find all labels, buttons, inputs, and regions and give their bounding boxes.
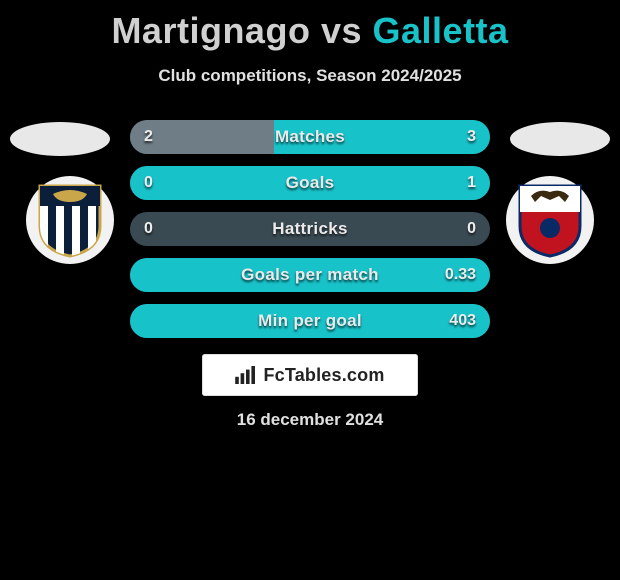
crest-left-disc bbox=[26, 176, 114, 264]
stat-value-left: 0 bbox=[144, 220, 153, 238]
stat-row-goals: 0 Goals 1 bbox=[130, 166, 490, 200]
title-vs: vs bbox=[321, 10, 362, 51]
bar-chart-icon bbox=[235, 366, 257, 384]
stats-container: 2 Matches 3 0 Goals 1 0 Hattricks 0 Goal… bbox=[130, 120, 490, 350]
stat-label: Goals per match bbox=[241, 265, 379, 285]
brand-text: FcTables.com bbox=[263, 365, 384, 386]
stat-value-right: 1 bbox=[467, 174, 476, 192]
title-player1: Martignago bbox=[111, 10, 310, 51]
crest-right-disc bbox=[506, 176, 594, 264]
stat-value-right: 0 bbox=[467, 220, 476, 238]
avatar-left-placeholder bbox=[10, 122, 110, 156]
avatar-right-placeholder bbox=[510, 122, 610, 156]
stat-value-right: 3 bbox=[467, 128, 476, 146]
crest-left-icon bbox=[35, 182, 105, 258]
date: 16 december 2024 bbox=[0, 410, 620, 430]
stat-label: Min per goal bbox=[258, 311, 362, 331]
stat-label: Goals bbox=[286, 173, 335, 193]
crest-left-wrap bbox=[20, 176, 120, 264]
stat-value-left: 2 bbox=[144, 128, 153, 146]
crest-right-icon bbox=[515, 182, 585, 258]
stat-row-goals-per-match: Goals per match 0.33 bbox=[130, 258, 490, 292]
stat-value-right: 403 bbox=[449, 312, 476, 330]
stat-label: Hattricks bbox=[272, 219, 347, 239]
stat-row-matches: 2 Matches 3 bbox=[130, 120, 490, 154]
brand-box: FcTables.com bbox=[202, 354, 418, 396]
title-player2: Galletta bbox=[373, 10, 509, 51]
stat-row-hattricks: 0 Hattricks 0 bbox=[130, 212, 490, 246]
page-title: Martignago vs Galletta bbox=[0, 0, 620, 52]
stat-row-min-per-goal: Min per goal 403 bbox=[130, 304, 490, 338]
crest-right-wrap bbox=[500, 176, 600, 264]
subtitle: Club competitions, Season 2024/2025 bbox=[0, 66, 620, 86]
stat-value-left: 0 bbox=[144, 174, 153, 192]
stat-label: Matches bbox=[275, 127, 345, 147]
stat-value-right: 0.33 bbox=[445, 266, 476, 284]
